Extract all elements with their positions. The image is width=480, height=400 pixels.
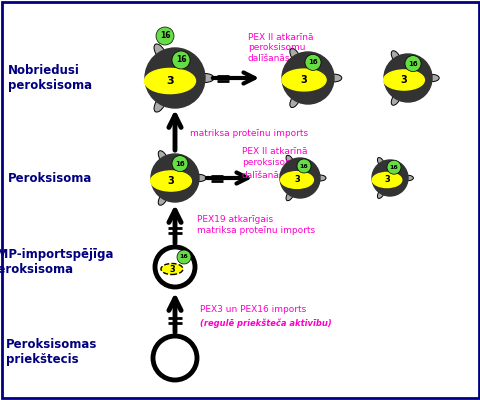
Ellipse shape — [402, 175, 412, 181]
Ellipse shape — [192, 174, 206, 182]
Ellipse shape — [158, 151, 168, 164]
Circle shape — [172, 51, 190, 69]
Ellipse shape — [280, 172, 313, 188]
Text: 3: 3 — [166, 76, 173, 86]
Text: 16: 16 — [175, 160, 184, 166]
Circle shape — [296, 159, 311, 173]
Ellipse shape — [377, 189, 384, 198]
Ellipse shape — [424, 74, 438, 82]
Text: matriksa proteīnu imports: matriksa proteīnu imports — [190, 128, 308, 138]
Text: 16: 16 — [408, 61, 417, 67]
Circle shape — [151, 154, 199, 202]
Circle shape — [371, 160, 407, 196]
Ellipse shape — [289, 48, 300, 62]
Text: 16: 16 — [308, 59, 317, 65]
Text: 3: 3 — [293, 176, 299, 184]
Circle shape — [172, 156, 188, 172]
Text: 3: 3 — [167, 176, 174, 186]
Ellipse shape — [377, 158, 384, 167]
Text: Nobriedusi
peroksisoma: Nobriedusi peroksisoma — [8, 64, 92, 92]
Circle shape — [404, 56, 420, 72]
Text: 16: 16 — [389, 165, 397, 170]
Circle shape — [281, 52, 333, 104]
Ellipse shape — [390, 92, 400, 105]
Ellipse shape — [161, 264, 182, 274]
Ellipse shape — [281, 69, 325, 91]
Text: 3: 3 — [300, 75, 307, 85]
Ellipse shape — [383, 70, 423, 90]
Circle shape — [177, 250, 191, 264]
Text: dalīšanās: dalīšanās — [241, 170, 284, 180]
Text: 16: 16 — [179, 254, 188, 260]
Text: Peroksisoma: Peroksisoma — [8, 172, 92, 184]
Ellipse shape — [158, 192, 168, 205]
Ellipse shape — [286, 155, 293, 166]
Ellipse shape — [286, 190, 293, 201]
Text: 3: 3 — [169, 264, 175, 274]
Ellipse shape — [154, 96, 166, 112]
Circle shape — [383, 54, 431, 102]
Text: (regulē priekšteča aktivību): (regulē priekšteča aktivību) — [200, 318, 331, 328]
Ellipse shape — [154, 44, 166, 60]
Text: Peroksisomas
priekštecis: Peroksisomas priekštecis — [6, 338, 97, 366]
Ellipse shape — [289, 94, 300, 108]
Circle shape — [144, 48, 204, 108]
Text: PEX3 un PEX16 imports: PEX3 un PEX16 imports — [200, 306, 306, 314]
Circle shape — [386, 160, 400, 174]
Circle shape — [279, 158, 319, 198]
Text: PEX19 atkarīgais
matriksa proteīnu imports: PEX19 atkarīgais matriksa proteīnu impor… — [197, 215, 314, 235]
Ellipse shape — [390, 51, 400, 64]
Ellipse shape — [313, 175, 325, 181]
Text: 16: 16 — [175, 56, 186, 64]
Text: PEX II atkarīnā
peroksisomu
dalīšanās: PEX II atkarīnā peroksisomu dalīšanās — [248, 33, 313, 63]
Ellipse shape — [144, 68, 195, 94]
Circle shape — [156, 27, 174, 45]
Ellipse shape — [195, 74, 214, 82]
Text: 16: 16 — [159, 32, 170, 40]
Ellipse shape — [325, 74, 341, 82]
Text: 3: 3 — [400, 75, 407, 85]
Text: 16: 16 — [299, 164, 308, 168]
Text: PEX II atkarīnā
peroksisomu: PEX II atkarīnā peroksisomu — [241, 147, 307, 167]
Text: PMP-importspējīga
peroksisoma: PMP-importspējīga peroksisoma — [0, 248, 115, 276]
Circle shape — [304, 54, 320, 70]
Ellipse shape — [372, 172, 401, 188]
Text: 3: 3 — [384, 176, 389, 184]
Ellipse shape — [150, 171, 191, 191]
